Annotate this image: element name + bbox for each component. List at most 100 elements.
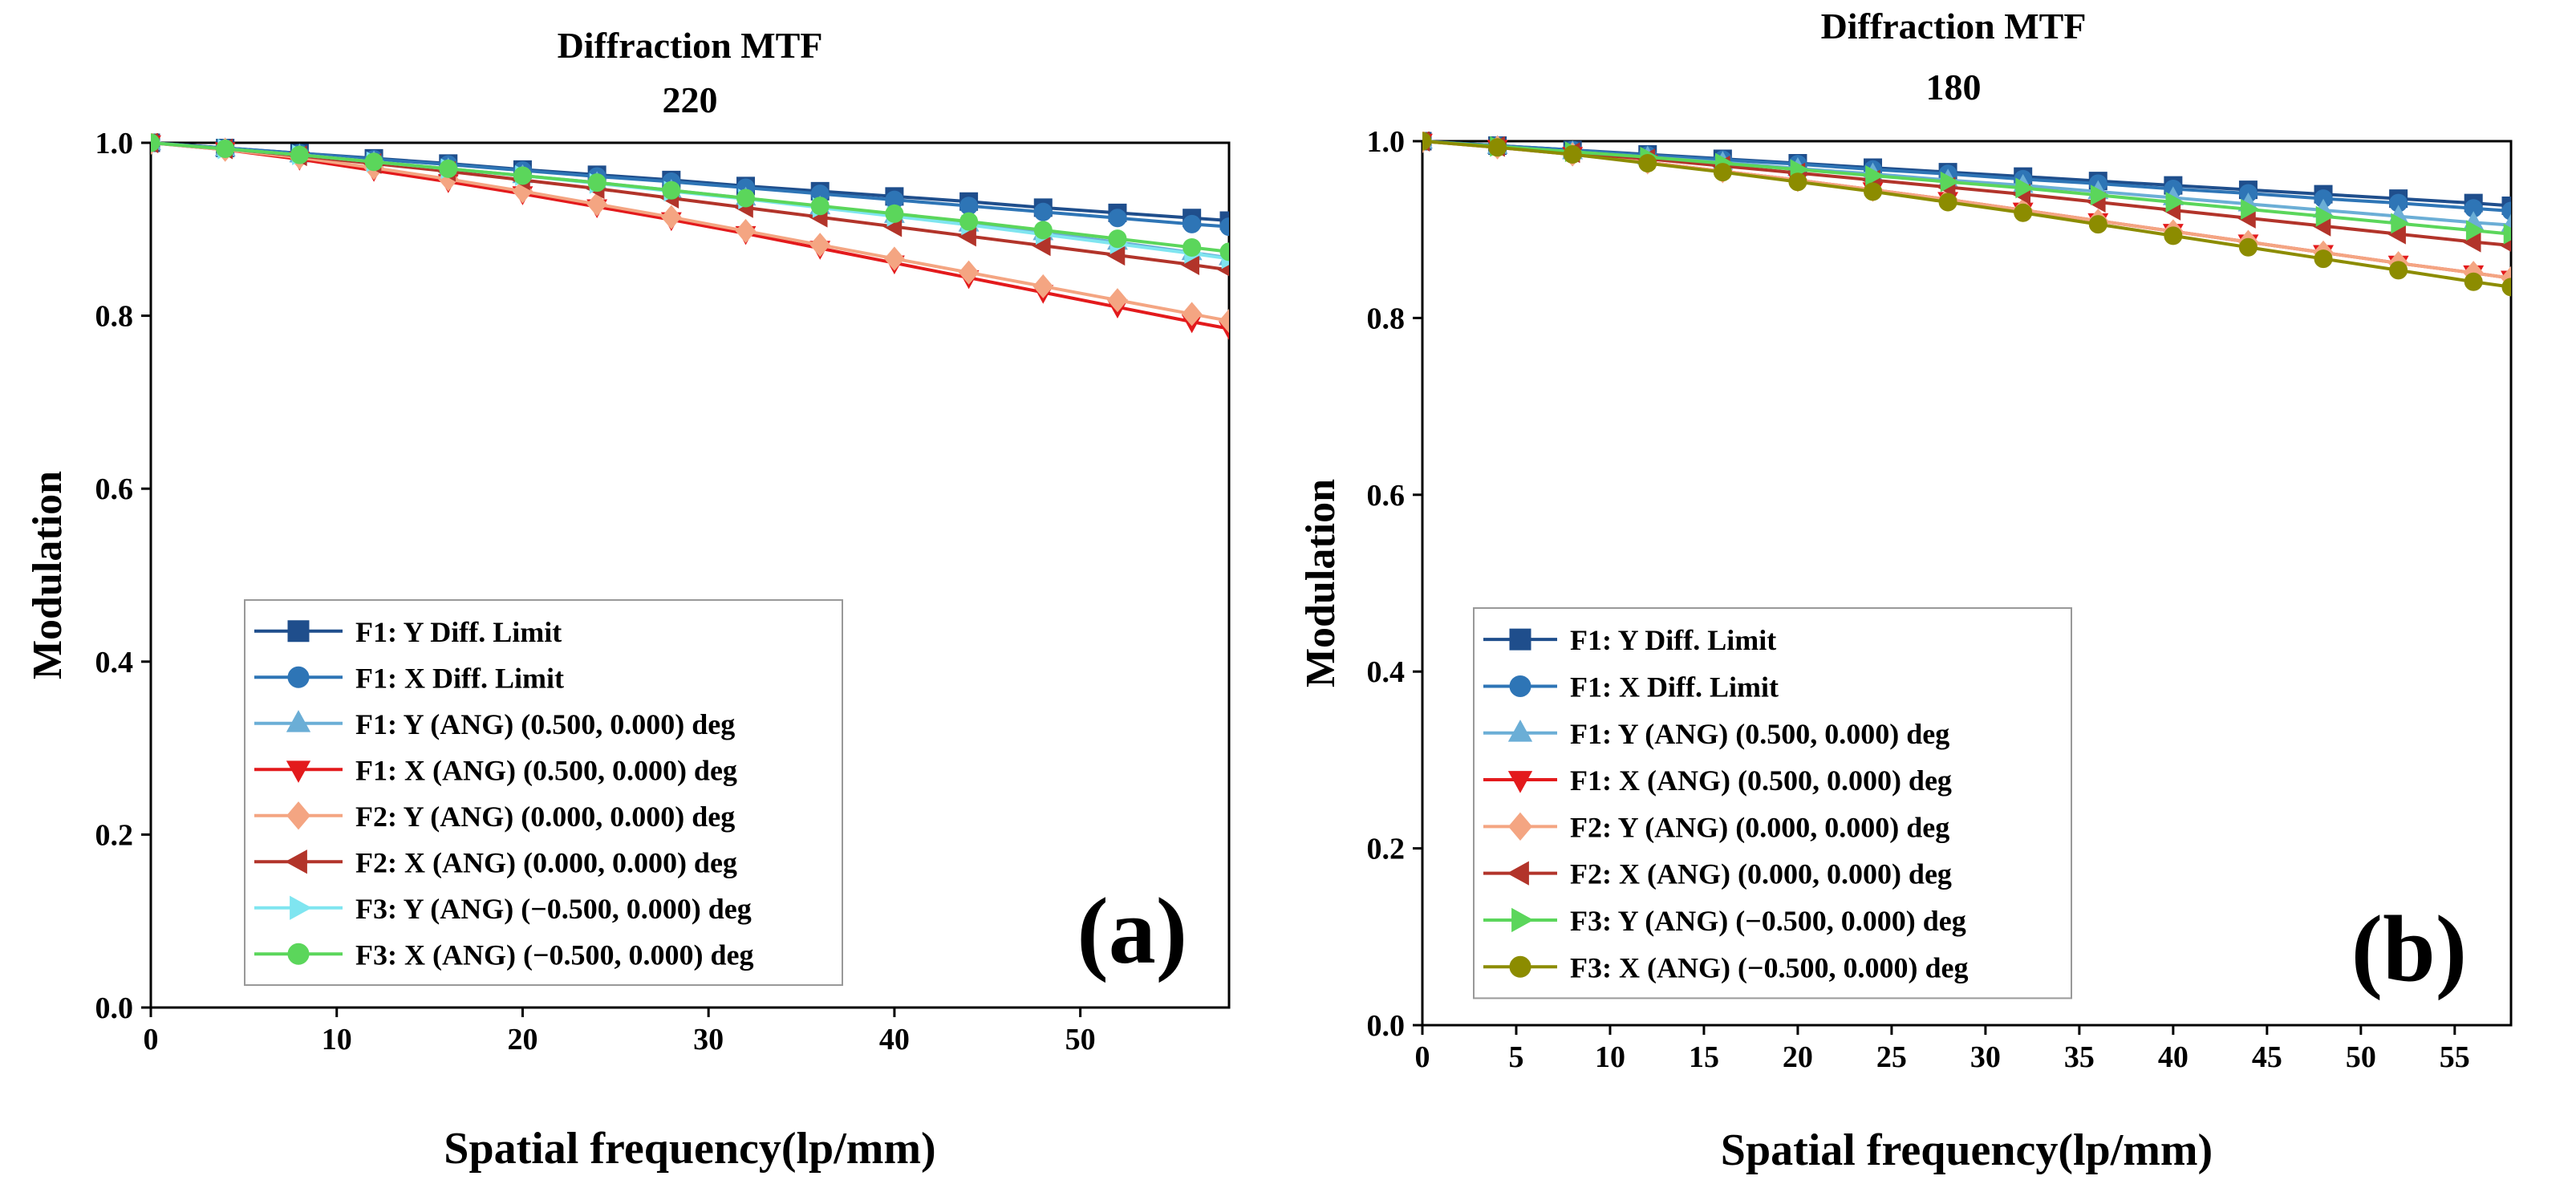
chart-a-data-point: [1107, 288, 1128, 313]
chart-a-data-point: [735, 218, 757, 244]
chart-b-data-point: [2314, 249, 2333, 269]
chart-b-legend-marker: [1511, 907, 1534, 933]
chart-a-xtick-label: 10: [322, 1023, 352, 1056]
chart-a-series-line: [151, 141, 1229, 323]
chart-a-data-point: [1033, 221, 1053, 240]
chart-a-data-point: [810, 197, 830, 216]
chart-a-data-point: [1183, 237, 1202, 257]
chart-b-xtick-label: 20: [1783, 1040, 1813, 1074]
chart-a-data-point: [364, 152, 383, 172]
chart-b-xtick-label: 55: [2440, 1040, 2470, 1074]
chart-a-legend-label: F1: Y Diff. Limit: [355, 616, 562, 648]
chart-b-series-line: [1422, 140, 2511, 236]
chart-b-legend-label: F2: X (ANG) (0.000, 0.000) deg: [1570, 858, 1952, 890]
chart-a-data-point: [959, 212, 979, 231]
chart-a-svg: Diffraction MTF 220 Spatial frequency(lp/m…: [25, 25, 1231, 1174]
chart-a-data-point: [1033, 202, 1053, 221]
chart-a-data-point: [958, 260, 980, 285]
chart-panel-b: Diffraction MTF 180 Spatial frequency(lp/m…: [1288, 0, 2576, 1184]
chart-b-data-point: [1488, 138, 1507, 157]
chart-a-xtick-label: 50: [1065, 1023, 1096, 1056]
chart-b-xtick-label: 15: [1689, 1040, 1719, 1074]
chart-b-data-point: [2241, 198, 2260, 220]
chart-a-data-point: [1219, 217, 1229, 237]
chart-b-legend-label: F2: Y (ANG) (0.000, 0.000) deg: [1570, 811, 1949, 843]
chart-b-panel-label: (b): [2351, 896, 2467, 1001]
chart-b-xtick-label: 30: [1970, 1040, 2001, 1074]
chart-b-xtick-label: 0: [1415, 1040, 1430, 1074]
chart-b-ytick-label: 1.0: [1367, 125, 1406, 159]
chart-b-data-point: [1638, 154, 1657, 173]
chart-a-plot-frame: [149, 141, 1231, 1009]
chart-b-data-point: [1938, 193, 1957, 212]
chart-a-data-point: [1183, 214, 1202, 233]
chart-b-title: Diffraction MTF: [1821, 6, 2087, 47]
chart-panel-a: Diffraction MTF 220 Spatial frequency(lp/m…: [25, 25, 1231, 1174]
chart-b-data-point: [2501, 278, 2511, 297]
chart-a-data-point: [1181, 302, 1203, 326]
chart-a-series-line: [151, 141, 1229, 229]
chart-a-legend-label: F3: Y (ANG) (−0.500, 0.000) deg: [355, 893, 752, 925]
chart-a-data-point: [885, 204, 904, 223]
chart-a-legend-label: F3: X (ANG) (−0.500, 0.000) deg: [355, 939, 753, 971]
chart-a-legend-box: [244, 599, 843, 986]
chart-b-ytick-label: 0.6: [1367, 479, 1406, 513]
chart-a-data-point: [1032, 274, 1054, 299]
chart-b-data-point: [2014, 203, 2033, 222]
chart-b-data-point: [2501, 201, 2511, 221]
chart-b-data-point: [2465, 220, 2485, 241]
chart-b-xtick-label: 5: [1508, 1040, 1523, 1074]
chart-a-data-point: [809, 233, 830, 257]
chart-a-ylabel: Modulation: [25, 471, 71, 679]
chart-a-legend-label: F1: X (ANG) (0.500, 0.000) deg: [355, 754, 737, 786]
chart-b-ylabel: Modulation: [1298, 479, 1344, 687]
chart-a-ytick-label: 0.2: [95, 818, 134, 852]
chart-b-xtick-label: 35: [2064, 1040, 2095, 1074]
chart-a-panel-label: (a): [1077, 878, 1187, 983]
chart-b-data-point: [2389, 261, 2408, 280]
chart-a-ytick-label: 0.6: [95, 472, 134, 506]
chart-a-ytick-label: 1.0: [95, 127, 134, 160]
chart-a-data-point: [513, 166, 532, 185]
chart-a-legend-marker: [287, 620, 310, 643]
chart-b-series-line: [1422, 140, 2511, 213]
chart-b-data-point: [1788, 172, 1807, 192]
chart-b-ytick-label: 0.2: [1367, 833, 1406, 866]
chart-b-series-line: [1422, 140, 2511, 289]
chart-a-xlabel: Spatial frequency(lp/mm): [444, 1124, 935, 1174]
chart-b-legend-box: [1473, 607, 2072, 1000]
chart-b-legend-label: F1: Y (ANG) (0.500, 0.000) deg: [1570, 718, 1949, 750]
chart-b-legend-label: F3: X (ANG) (−0.500, 0.000) deg: [1570, 951, 1968, 983]
chart-b-legend-label: F1: X Diff. Limit: [1570, 671, 1779, 703]
chart-b-ytick-label: 0.4: [1367, 655, 1406, 689]
chart-a-xtick-label: 40: [879, 1023, 910, 1056]
chart-a-data-point: [1219, 242, 1229, 262]
chart-a-data-point: [662, 180, 681, 200]
chart-a-legend-marker: [285, 849, 307, 874]
chart-b-data-point: [2503, 223, 2511, 245]
chart-a-data-point: [439, 159, 458, 178]
chart-b-data-point: [2315, 205, 2335, 227]
chart-b-data-point: [1864, 182, 1883, 201]
chart-b-data-point: [1713, 163, 1732, 182]
chart-b-data-point: [2015, 177, 2034, 199]
chart-a-title: Diffraction MTF: [558, 25, 823, 66]
chart-b-legend-label: F1: X (ANG) (0.500, 0.000) deg: [1570, 764, 1952, 797]
chart-a-data-point: [736, 189, 756, 208]
chart-b-legend-marker: [1509, 955, 1531, 978]
chart-a-legend-marker: [286, 760, 311, 783]
chart-a-ytick-label: 0.4: [95, 646, 134, 679]
chart-a-legend-label: F2: Y (ANG) (0.000, 0.000) deg: [355, 801, 735, 833]
chart-a-data-point: [1108, 209, 1127, 228]
chart-b-xtick-label: 40: [2158, 1040, 2189, 1074]
chart-a-data-point: [884, 246, 905, 271]
chart-a-series-line: [151, 141, 1229, 330]
chart-b-data-point: [1563, 145, 1582, 164]
chart-b-legend-marker: [1507, 720, 1533, 742]
chart-b-data-point: [2165, 192, 2185, 213]
chart-b-data-point: [2090, 184, 2110, 206]
chart-a-legend: F1: Y Diff. Limit F1: X Diff. Limit F1: Y …: [244, 599, 843, 986]
chart-b-xtick-label: 10: [1595, 1040, 1625, 1074]
chart-b-legend-marker: [1507, 771, 1533, 793]
chart-b-data-point: [1865, 165, 1884, 186]
